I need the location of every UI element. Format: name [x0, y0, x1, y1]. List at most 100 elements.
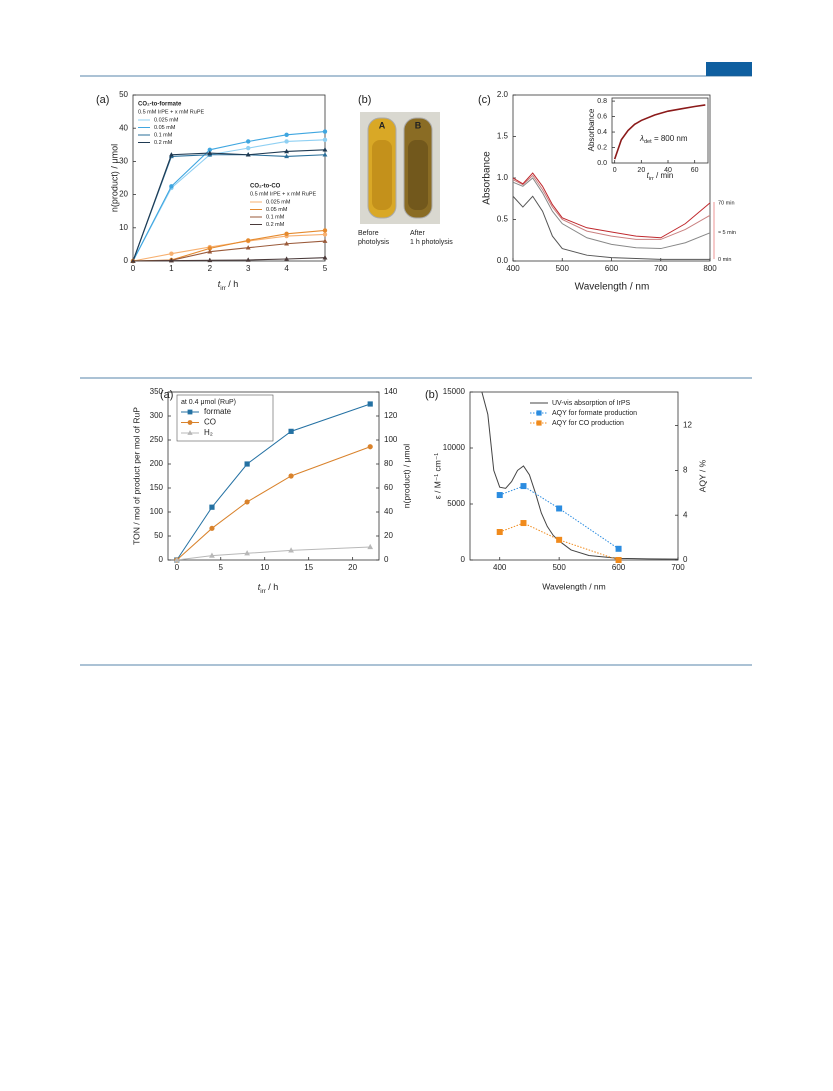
legend-label: 0.2 mM: [154, 140, 173, 146]
marker: [245, 152, 251, 157]
y2-tick-label: 20: [384, 531, 393, 540]
y-tick-label: 100: [150, 507, 164, 516]
x-axis-label: Wavelength / nm: [542, 581, 605, 591]
series-label: 70 min: [718, 200, 735, 206]
marker: [615, 557, 622, 563]
marker: [246, 238, 251, 243]
marker: [173, 556, 180, 563]
marker: [536, 410, 542, 416]
y-tick-label: 0: [124, 256, 129, 265]
y-tick-label: 0.2: [597, 144, 607, 151]
y-axis-label: ε / M⁻¹ cm⁻¹: [432, 453, 442, 499]
series-line: [613, 104, 706, 160]
marker: [284, 231, 289, 236]
legend-label: 0.1 mM: [266, 214, 285, 220]
tube-shade: [372, 140, 392, 210]
y-axis-label: TON / mol of product per mol of RuP: [131, 407, 141, 545]
y2-tick-label: 12: [683, 421, 692, 430]
legend-label: AQY for CO production: [552, 420, 624, 427]
marker: [367, 444, 373, 450]
marker: [520, 483, 527, 490]
y-tick-label: 0.8: [597, 98, 607, 105]
y-tick-label: 1.5: [497, 132, 509, 141]
x-tick-label: 0: [131, 264, 136, 273]
marker: [367, 543, 374, 550]
x-tick-label: 20: [637, 167, 645, 174]
marker: [209, 552, 215, 558]
marker: [207, 150, 213, 155]
series-line: [132, 139, 326, 262]
y-tick-label: 15000: [443, 387, 466, 396]
legend-label: 0.2 mM: [266, 222, 285, 228]
marker: [187, 409, 193, 415]
x-tick-label: 1: [169, 264, 174, 273]
legend-label: 0.1 mM: [154, 132, 173, 138]
series-line: [176, 446, 371, 561]
axis-label-part: irr: [260, 588, 266, 595]
plot-frame: [132, 94, 326, 262]
marker: [169, 251, 174, 256]
y2-tick-label: 0: [683, 555, 688, 564]
panel-label: (b): [425, 389, 438, 401]
series-line: [132, 229, 326, 262]
caption: After: [410, 230, 425, 237]
y2-tick-label: 140: [384, 387, 398, 396]
marker: [246, 145, 251, 151]
marker: [187, 430, 193, 435]
marker: [556, 536, 563, 543]
axis-label: tirr / min: [647, 171, 674, 182]
legend-label: 0.05 mM: [266, 207, 288, 213]
y-tick-label: 350: [150, 387, 164, 396]
y-tick-label: 300: [150, 411, 164, 420]
y-axis-label: Absorbance: [587, 108, 596, 151]
legend-title: CO₂-to-CO: [250, 184, 281, 190]
x-tick-label: 500: [556, 264, 570, 273]
legend-label: UV-vis absorption of IrPS: [552, 400, 631, 407]
x-tick-label: 60: [691, 167, 699, 174]
axis-label-part: t: [647, 171, 650, 180]
y2-tick-label: 120: [384, 411, 398, 420]
marker: [322, 228, 328, 233]
x-tick-label: 4: [284, 264, 289, 273]
y-tick-label: 0.4: [597, 129, 607, 136]
axis-label-part: / h: [226, 279, 239, 289]
series-line: [499, 485, 619, 550]
marker: [496, 492, 503, 499]
y-tick-label: 0.5: [497, 215, 509, 224]
x-tick-label: 400: [506, 264, 520, 273]
plot-frame: [167, 391, 380, 561]
x-tick-label: 600: [605, 264, 619, 273]
plot-frame: [611, 97, 709, 164]
legend-title: CO₂-to-formate: [138, 102, 182, 108]
annotation-part: λ: [639, 134, 644, 143]
y-tick-label: 2.0: [497, 90, 509, 99]
y2-tick-label: 40: [384, 507, 393, 516]
marker: [207, 257, 213, 263]
caption: 1 h photolysis: [410, 239, 453, 246]
x-tick-label: 40: [664, 167, 672, 174]
x-tick-label: 5: [323, 264, 328, 273]
axis-label-part: irr: [649, 176, 654, 182]
x-axis-label: Wavelength / nm: [575, 282, 650, 293]
series-line: [512, 195, 710, 260]
marker: [245, 257, 251, 262]
x-tick-label: 3: [246, 264, 251, 273]
marker: [496, 529, 503, 535]
legend-label: 0.05 mM: [154, 125, 176, 131]
marker: [322, 255, 328, 260]
y2-tick-label: 0: [384, 555, 389, 564]
marker: [207, 246, 212, 251]
marker: [207, 147, 212, 152]
marker: [556, 505, 563, 512]
caption: photolysis: [358, 239, 390, 246]
y-tick-label: 5000: [447, 499, 465, 508]
marker: [169, 184, 174, 189]
header-tab: [706, 62, 752, 76]
marker: [322, 238, 328, 243]
x-tick-label: 500: [552, 563, 566, 572]
x-tick-label: 0: [613, 167, 617, 174]
x-tick-label: 800: [703, 264, 717, 273]
legend-label: 0.025 mM: [154, 117, 179, 123]
x-tick-label: 700: [671, 563, 685, 572]
